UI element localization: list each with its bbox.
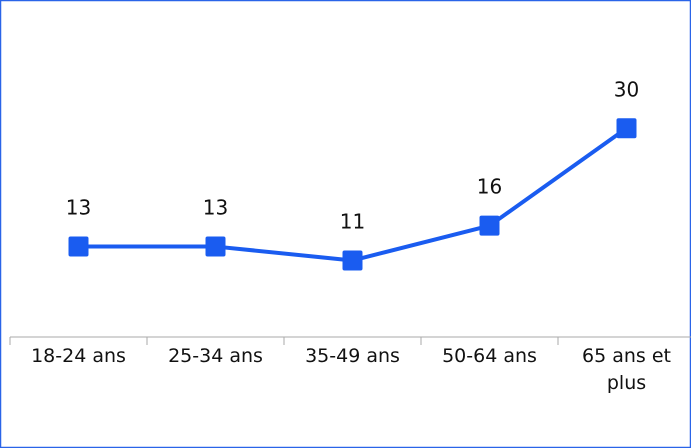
line: [78, 126, 628, 263]
marker: [68, 236, 89, 257]
marker: [342, 250, 363, 271]
data-label: 13: [203, 196, 228, 220]
marker: [479, 215, 500, 236]
data-label: 11: [340, 209, 365, 233]
data-label: 30: [614, 77, 639, 101]
data-label: 13: [66, 196, 91, 220]
marker: [616, 118, 637, 139]
x-tick-label: 50-64 ans: [442, 345, 537, 367]
marker: [205, 236, 226, 257]
x-tick-label: 25-34 ans: [168, 345, 263, 367]
x-tick-label: 35-49 ans: [305, 345, 400, 367]
x-tick-label: 18-24 ans: [31, 345, 126, 367]
data-label: 16: [477, 175, 502, 199]
x-tick-label: 65 ans et plus: [582, 345, 671, 394]
